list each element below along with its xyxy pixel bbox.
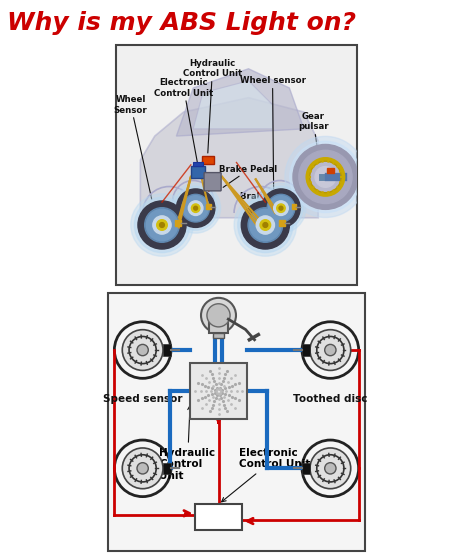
Circle shape — [192, 204, 200, 212]
Bar — [193, 162, 203, 166]
Circle shape — [299, 150, 352, 203]
Bar — [291, 205, 297, 209]
Bar — [201, 156, 214, 164]
FancyBboxPatch shape — [108, 293, 365, 551]
Circle shape — [176, 189, 215, 228]
Circle shape — [315, 167, 336, 187]
Circle shape — [290, 141, 361, 212]
Circle shape — [138, 201, 186, 249]
Circle shape — [145, 208, 179, 242]
Circle shape — [174, 186, 218, 230]
Circle shape — [324, 344, 336, 356]
Text: Why is my ABS Light on?: Why is my ABS Light on? — [7, 11, 356, 35]
Text: Speed sensor: Speed sensor — [103, 394, 183, 404]
Text: Wheel sensor: Wheel sensor — [239, 76, 306, 200]
Circle shape — [308, 160, 342, 194]
Bar — [327, 168, 334, 173]
Polygon shape — [140, 98, 318, 218]
Circle shape — [277, 204, 285, 212]
Circle shape — [159, 222, 165, 228]
Circle shape — [153, 216, 171, 234]
Bar — [175, 220, 181, 226]
Circle shape — [171, 183, 220, 233]
Text: Hydraulic
Control Unit: Hydraulic Control Unit — [183, 59, 242, 153]
Circle shape — [241, 201, 289, 249]
Circle shape — [269, 196, 293, 221]
Circle shape — [183, 196, 208, 221]
Circle shape — [157, 220, 167, 230]
Circle shape — [293, 144, 358, 210]
Circle shape — [188, 201, 203, 215]
Text: Toothed disc: Toothed disc — [293, 394, 368, 404]
Circle shape — [262, 189, 300, 228]
Bar — [163, 463, 172, 474]
Bar — [279, 220, 285, 226]
Bar — [191, 166, 205, 178]
Circle shape — [256, 183, 306, 233]
Bar — [206, 205, 211, 209]
Circle shape — [123, 330, 163, 371]
Circle shape — [146, 210, 177, 240]
Circle shape — [131, 194, 193, 256]
Text: Brake Pedal: Brake Pedal — [219, 165, 278, 187]
Circle shape — [194, 206, 198, 210]
Bar — [163, 344, 172, 356]
Circle shape — [267, 195, 295, 222]
Circle shape — [234, 194, 297, 256]
Circle shape — [207, 304, 230, 327]
Circle shape — [260, 220, 271, 230]
Bar — [301, 344, 310, 356]
Circle shape — [263, 222, 268, 228]
Circle shape — [256, 216, 274, 234]
Circle shape — [310, 330, 350, 371]
Text: Electronic
Control Unit: Electronic Control Unit — [154, 78, 213, 163]
Bar — [209, 319, 228, 333]
Bar — [213, 333, 224, 338]
Circle shape — [279, 206, 283, 210]
Circle shape — [248, 208, 283, 242]
Circle shape — [123, 448, 163, 489]
Circle shape — [274, 201, 288, 215]
Text: Brake disc: Brake disc — [240, 190, 301, 201]
Bar — [301, 463, 310, 474]
FancyBboxPatch shape — [204, 173, 221, 191]
Circle shape — [182, 195, 210, 222]
Circle shape — [137, 344, 149, 356]
Circle shape — [285, 136, 366, 217]
Text: Wheel
Sensor: Wheel Sensor — [114, 95, 152, 200]
Circle shape — [238, 197, 293, 253]
Polygon shape — [193, 81, 272, 129]
Circle shape — [250, 210, 281, 240]
Text: Electronic
Control Unit: Electronic Control Unit — [222, 448, 310, 502]
Text: Gear
pulsar: Gear pulsar — [298, 112, 329, 160]
Circle shape — [137, 463, 149, 474]
Circle shape — [259, 186, 303, 230]
Circle shape — [134, 197, 190, 253]
Circle shape — [324, 463, 336, 474]
Polygon shape — [176, 69, 304, 136]
Bar — [190, 363, 247, 419]
Circle shape — [310, 448, 350, 489]
Text: Hydraulic
Control
Unit: Hydraulic Control Unit — [159, 405, 216, 481]
Circle shape — [201, 298, 236, 333]
Bar — [195, 504, 242, 530]
FancyBboxPatch shape — [116, 45, 357, 285]
